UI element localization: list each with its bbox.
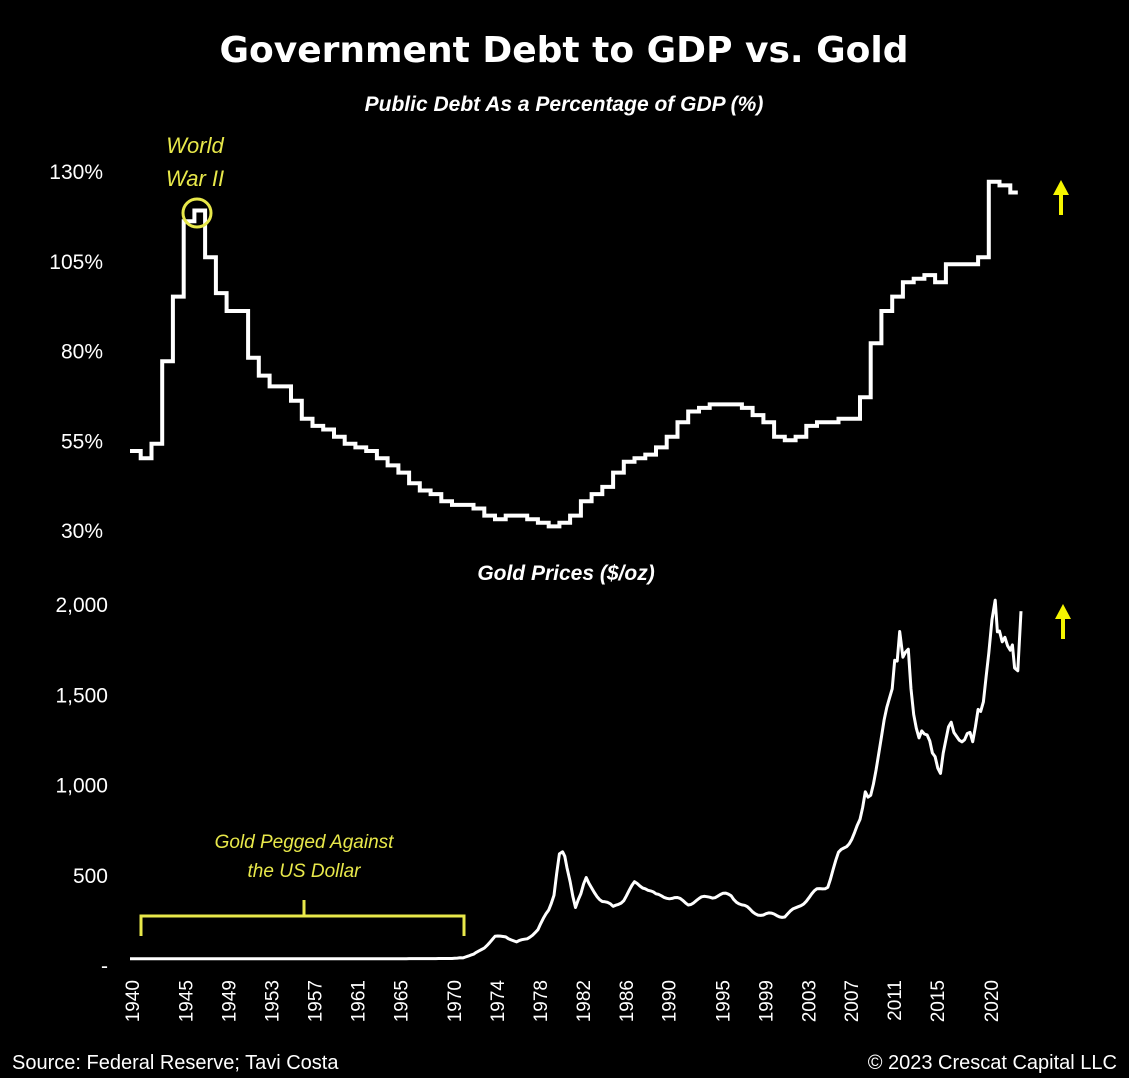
x-tick-label: 1990 [660,980,681,1022]
gold-peg-bracket [139,900,466,936]
source-note: Source: Federal Reserve; Tavi Costa [12,1052,339,1074]
x-tick-label: 2011 [885,980,906,1021]
x-tick-label: 1974 [488,980,509,1023]
gold-peg-label-line2: the US Dollar [248,861,362,882]
copyright-note: © 2023 Crescat Capital LLC [868,1052,1117,1074]
debt-up-arrow-icon [1053,180,1069,215]
x-tick-label: 1940 [123,980,144,1022]
x-axis-ticks: 1940 1945 1949 1953 1957 1961 1965 1970 1974 1978… [123,980,1003,1023]
gold-peg-label-line1: Gold Pegged Against [215,832,395,853]
debt-y-axis-ticks: 130% 105% 80% 55% 30% [49,161,103,543]
x-tick-label: 1961 [348,980,369,1022]
gold-y-tick-label: - [101,955,108,978]
ww2-circle-marker [181,197,213,229]
debt-y-tick-label: 80% [61,341,103,364]
debt-y-tick-label: 30% [61,520,103,543]
x-tick-label: 1965 [391,980,412,1022]
x-tick-label: 1999 [756,980,777,1022]
debt-to-gdp-line [130,179,1018,529]
x-tick-label: 1978 [531,980,552,1022]
x-tick-label: 2007 [842,980,863,1022]
debt-y-tick-label: 55% [61,430,103,453]
gold-subtitle: Gold Prices ($/oz) [477,562,654,585]
x-tick-label: 2015 [928,980,949,1022]
x-tick-label: 2020 [982,980,1003,1022]
gold-y-tick-label: 2,000 [55,594,108,617]
gold-y-tick-label: 1,500 [55,684,108,707]
debt-y-tick-label: 130% [49,161,103,184]
x-tick-label: 1982 [574,980,595,1022]
x-tick-label: 1986 [617,980,638,1022]
debt-subtitle: Public Debt As a Percentage of GDP (%) [365,93,764,116]
gold-y-tick-label: 500 [73,865,108,888]
debt-y-tick-label: 105% [49,251,103,274]
gold-y-tick-label: 1,000 [55,775,108,798]
x-tick-label: 1945 [177,980,198,1022]
gold-up-arrow-icon [1055,604,1071,639]
gold-y-axis-ticks: 2,000 1,500 1,000 500 - [55,594,108,978]
chart-title: Government Debt to GDP vs. Gold [220,30,909,71]
x-tick-label: 1995 [713,980,734,1022]
ww2-label-line1: World [166,133,224,158]
x-tick-label: 1949 [220,980,241,1022]
x-tick-label: 1957 [305,980,326,1022]
x-tick-label: 1970 [445,980,466,1022]
gold-price-line [130,598,1023,961]
ww2-label-line2: War II [166,166,224,191]
x-tick-label: 2003 [799,980,820,1022]
x-tick-label: 1953 [263,980,284,1022]
